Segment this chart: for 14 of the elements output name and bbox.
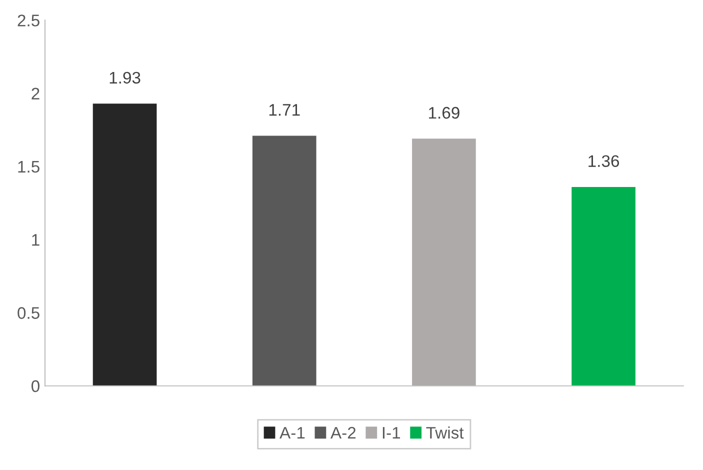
data-label: 1.93 [110, 72, 140, 84]
y-tick-label: 1 [32, 234, 40, 246]
y-tick-label: 0.5 [18, 307, 40, 319]
data-label: 1.71 [269, 104, 300, 116]
y-tick-label: 2.5 [18, 14, 40, 26]
legend-label: A-1 [280, 427, 305, 439]
y-tick-label: 1.5 [18, 161, 40, 173]
legend-label: A-2 [330, 426, 356, 439]
y-tick-label: 2 [32, 88, 40, 100]
data-label: 1.36 [588, 155, 620, 167]
legend-label: I-1 [382, 427, 400, 439]
legend-label: Twist [426, 426, 464, 439]
data-label: 1.69 [429, 106, 460, 119]
y-tick-label: 0 [32, 380, 40, 392]
